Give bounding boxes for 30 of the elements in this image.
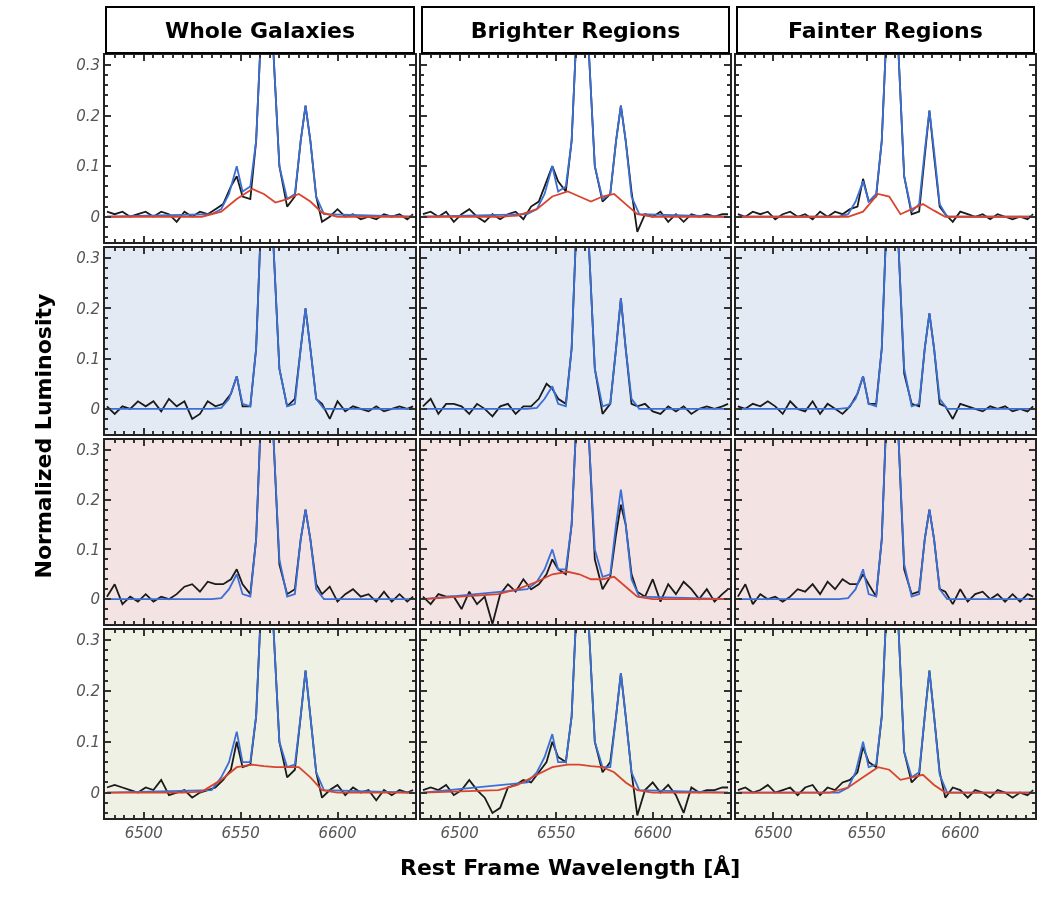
- y-tick-label: 0.3: [76, 441, 100, 460]
- y-tick-label: 0: [90, 590, 100, 609]
- x-tick-label: 6550: [847, 824, 886, 842]
- chart-title: Whole Galaxies: [164, 17, 356, 43]
- chart-title: Brighter Regions: [470, 17, 681, 43]
- y-tick-label: 0.3: [76, 56, 100, 75]
- y-tick-label: 0.2: [76, 682, 100, 701]
- chart-title: Fainter Regions: [788, 17, 983, 43]
- y-tick-label: 0.3: [76, 249, 100, 268]
- y-tick-label: 0: [90, 783, 100, 802]
- y-tick-label: 0.1: [76, 540, 100, 559]
- x-tick-label: 6550: [221, 824, 260, 842]
- y-tick-label: 0.1: [76, 733, 100, 752]
- x-tick-label: 6600: [318, 824, 357, 842]
- y-axis-title: Normalized Luminosity: [30, 293, 56, 579]
- y-tick-label: 0.3: [76, 631, 100, 650]
- y-tick-label: 0: [90, 400, 100, 419]
- y-tick-label: 0: [90, 207, 100, 226]
- x-tick-label: 6550: [537, 824, 576, 842]
- x-tick-label: 6500: [440, 824, 479, 842]
- x-tick-label: 6600: [633, 824, 672, 842]
- x-tick-label: 6500: [754, 824, 793, 842]
- x-tick-label: 6500: [124, 824, 163, 842]
- y-tick-label: 0.2: [76, 299, 100, 318]
- y-tick-label: 0.2: [76, 106, 100, 125]
- x-tick-label: 6600: [941, 824, 980, 842]
- x-axis-title: Rest Frame Wavelength [Å]: [400, 855, 741, 880]
- y-tick-label: 0.2: [76, 490, 100, 509]
- y-tick-label: 0.1: [76, 349, 100, 368]
- y-tick-label: 0.1: [76, 157, 100, 176]
